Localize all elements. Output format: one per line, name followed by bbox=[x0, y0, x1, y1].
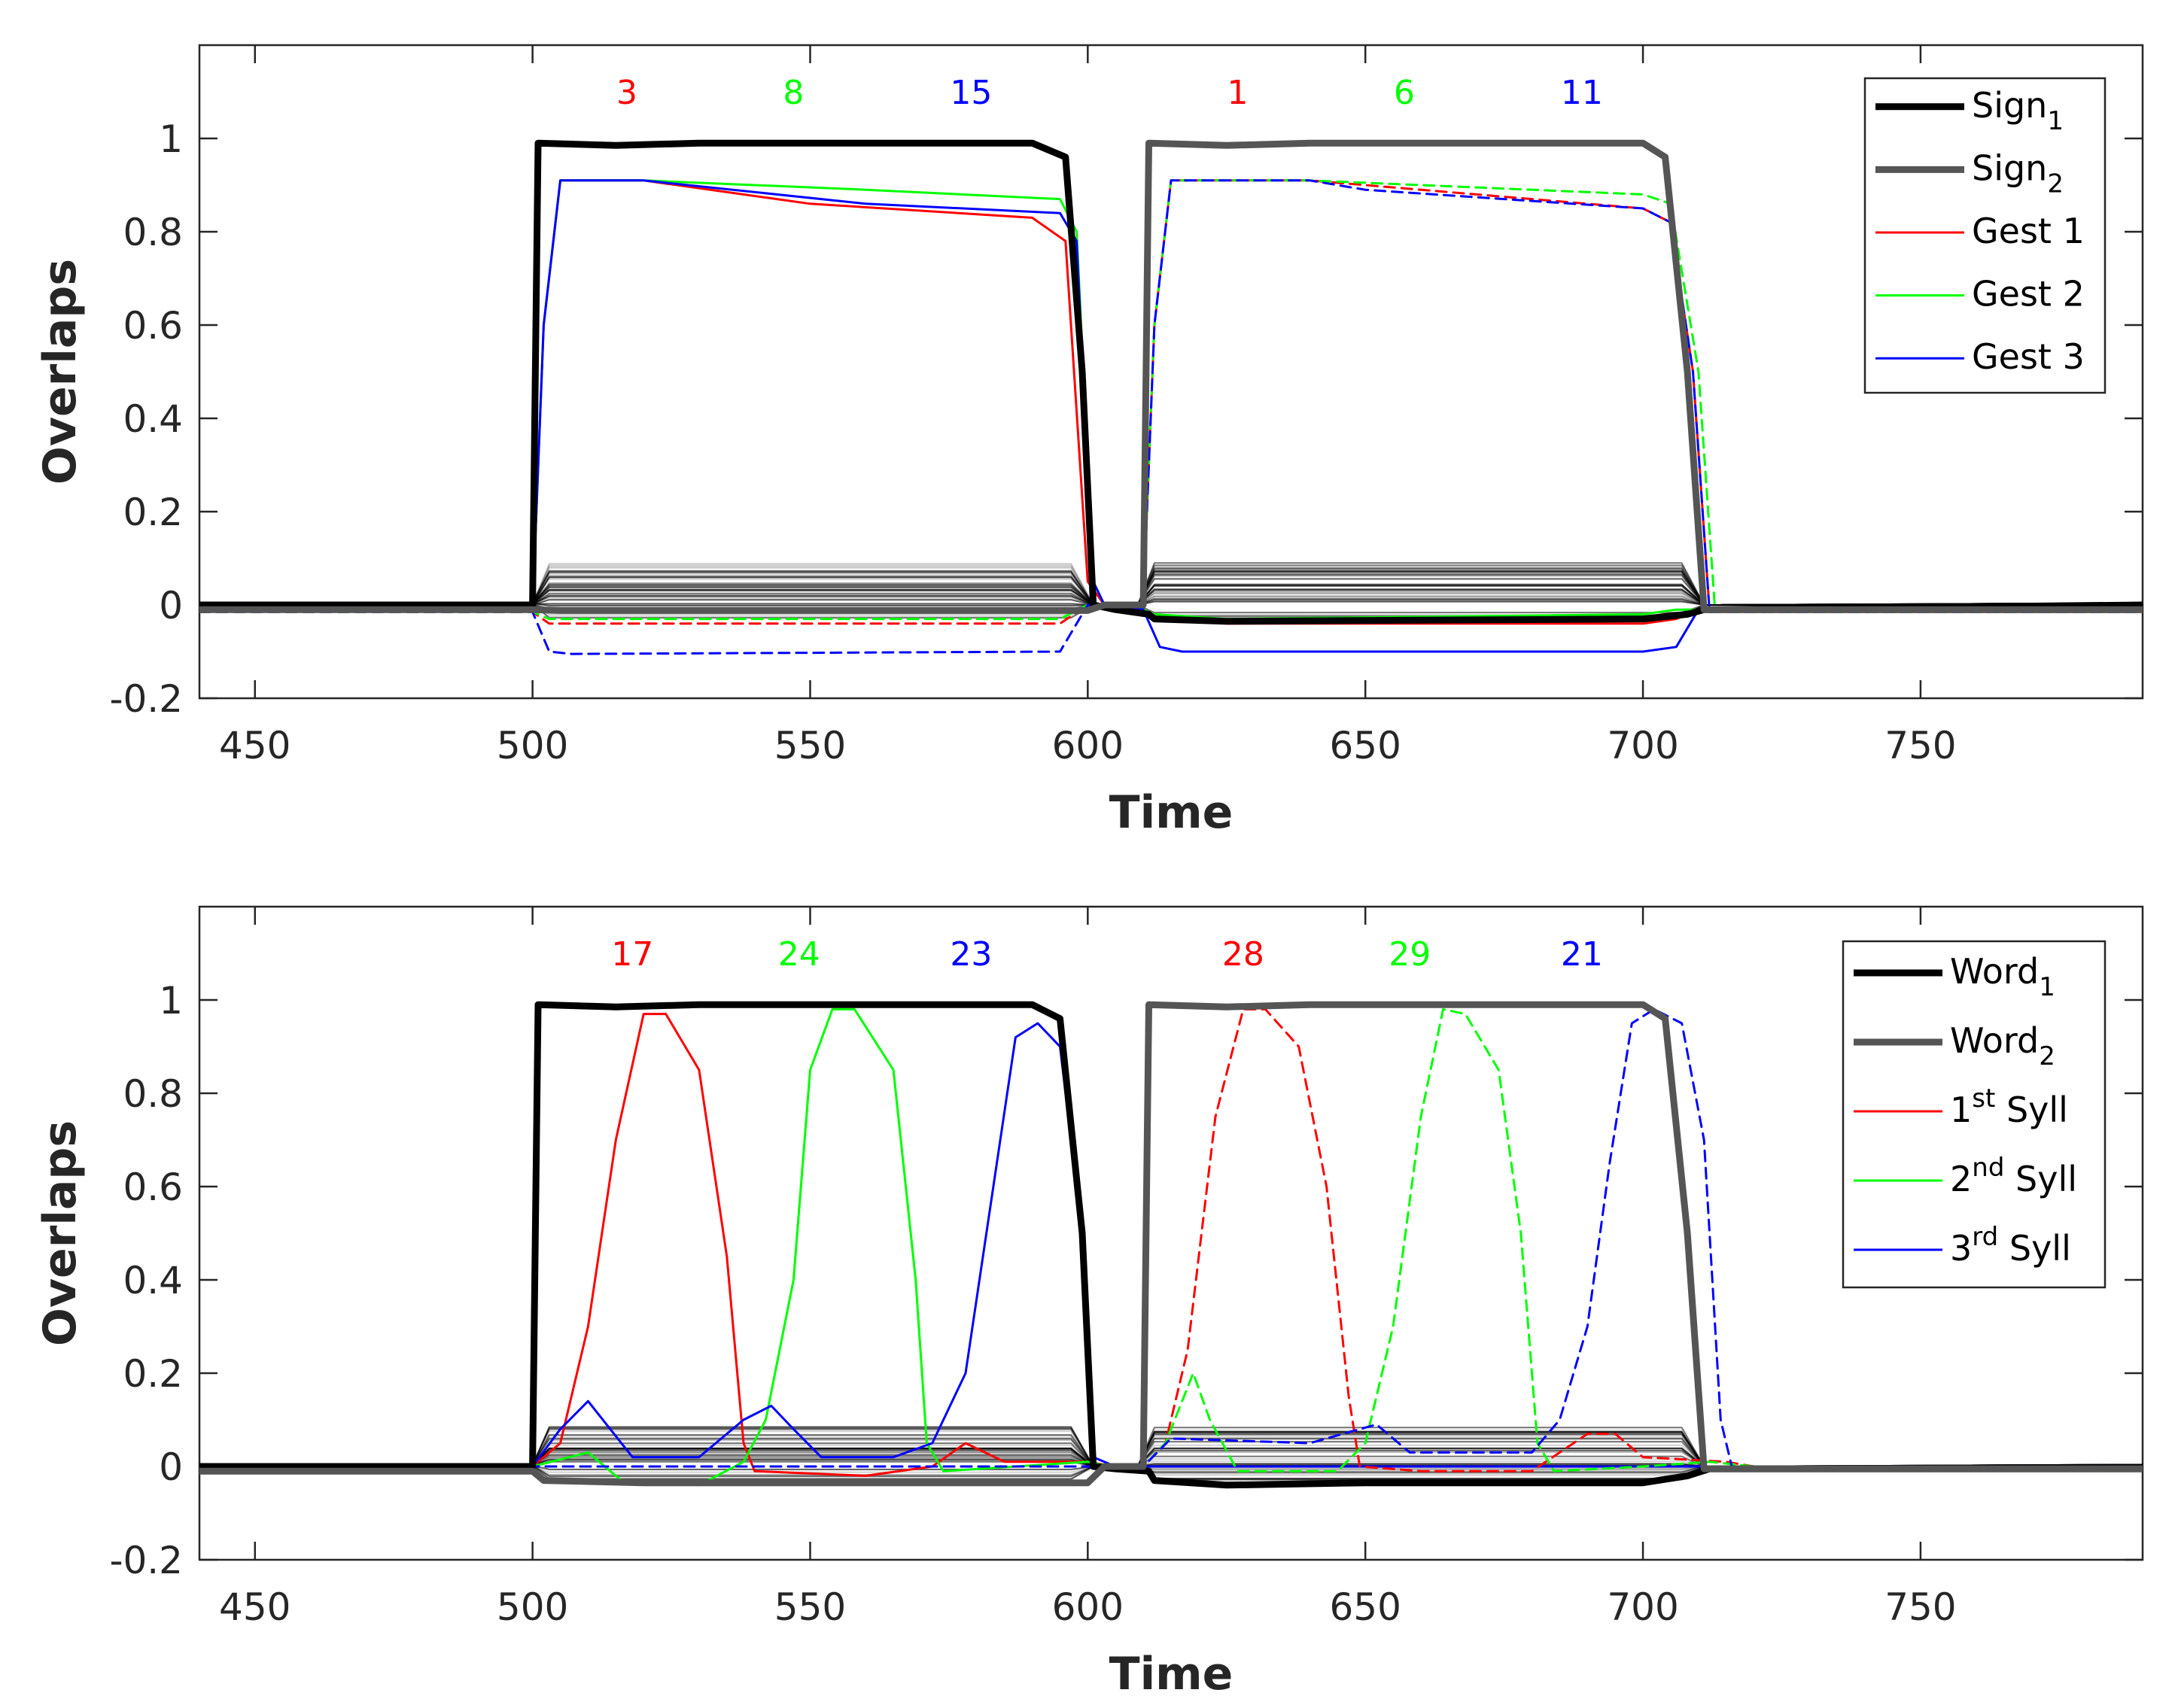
y-tick-label: 1 bbox=[159, 117, 183, 161]
y-axis-label: Overlaps bbox=[34, 1120, 87, 1346]
x-tick-label: 550 bbox=[774, 724, 846, 767]
top-panel: 450 500 550 600 650 700 750 -0.2 0 0.2 0.4 0.6 0.8 1 T… bbox=[34, 44, 2144, 839]
series-line bbox=[199, 1001, 2143, 1487]
series-line bbox=[199, 139, 2143, 614]
x-tick-label: 450 bbox=[219, 724, 291, 767]
legend-entry: 2nd Syll bbox=[1950, 1153, 2077, 1199]
peak-count-label: 29 bbox=[1389, 935, 1431, 974]
x-tick-label: 700 bbox=[1607, 1585, 1678, 1629]
legend-entry: 3rd Syll bbox=[1950, 1222, 2071, 1269]
peak-count-label: 11 bbox=[1561, 74, 1603, 112]
y-tick-label: 0 bbox=[159, 1445, 183, 1489]
series-group bbox=[199, 139, 2143, 655]
legend: Word1 Word2 1st Syll 2nd Syll 3rd Syll bbox=[1842, 940, 2107, 1289]
y-tick-label: 1 bbox=[159, 979, 183, 1023]
x-tick-label: 600 bbox=[1052, 724, 1124, 767]
legend-entry: Gest 2 bbox=[1972, 274, 2085, 315]
series-line bbox=[199, 1013, 2143, 1477]
peak-count-label: 15 bbox=[950, 74, 992, 112]
x-tick-label: 550 bbox=[774, 1585, 846, 1629]
y-tick-label: 0.4 bbox=[123, 397, 183, 441]
peak-count-label: 1 bbox=[1227, 74, 1249, 112]
y-tick-label: 0.8 bbox=[123, 1072, 183, 1116]
bottom-panel: 450 500 550 600 650 700 750 -0.2 0 0.2 0.4 0.6 0.8 1 T… bbox=[34, 905, 2144, 1700]
legend-entry: 1st Syll bbox=[1950, 1083, 2068, 1130]
y-tick-label: 0.4 bbox=[123, 1259, 183, 1302]
peak-count-label: 28 bbox=[1222, 935, 1264, 974]
x-tick-label: 650 bbox=[1329, 1585, 1401, 1629]
peak-count-label: 3 bbox=[616, 74, 637, 112]
x-tick-label: 500 bbox=[497, 724, 568, 767]
x-axis-label: Time bbox=[1109, 1648, 1233, 1700]
peak-count-label: 6 bbox=[1394, 74, 1415, 112]
legend-entry: Gest 1 bbox=[1972, 211, 2085, 251]
legend: Sign1 Sign2 Gest 1 Gest 2 Gest 3 bbox=[1863, 77, 2107, 394]
legend-entry: Sign1 bbox=[1972, 85, 2064, 136]
legend-entry: Word1 bbox=[1950, 951, 2055, 1002]
series-line bbox=[199, 139, 2143, 625]
x-tick-label: 500 bbox=[497, 1585, 568, 1629]
x-tick-label: 450 bbox=[219, 1585, 291, 1629]
y-tick-label: 0 bbox=[159, 584, 183, 628]
x-tick-label: 750 bbox=[1884, 724, 1956, 767]
y-tick-label: -0.2 bbox=[109, 1539, 183, 1582]
peak-count-label: 24 bbox=[778, 935, 820, 974]
peak-count-label: 23 bbox=[950, 935, 992, 974]
x-axis-label: Time bbox=[1109, 786, 1233, 839]
y-tick-label: -0.2 bbox=[109, 677, 183, 721]
peak-count-label: 21 bbox=[1561, 935, 1603, 974]
x-tick-label: 600 bbox=[1052, 1585, 1124, 1629]
x-tick-label: 650 bbox=[1329, 724, 1401, 767]
y-tick-label: 0.6 bbox=[123, 304, 183, 348]
series-line bbox=[199, 1007, 2143, 1487]
y-tick-label: 0.2 bbox=[123, 491, 183, 534]
legend-entry: Gest 3 bbox=[1972, 336, 2085, 377]
y-axis-label: Overlaps bbox=[34, 259, 87, 485]
y-tick-label: 0.8 bbox=[123, 211, 183, 254]
x-tick-label: 750 bbox=[1884, 1585, 1956, 1629]
series-group bbox=[199, 1001, 2143, 1489]
legend-entry: Word2 bbox=[1950, 1020, 2055, 1071]
peak-count-label: 8 bbox=[783, 74, 804, 112]
x-tick-label: 700 bbox=[1607, 724, 1678, 767]
legend-entry: Sign2 bbox=[1972, 147, 2064, 199]
series-line bbox=[199, 179, 2143, 655]
y-tick-label: 0.2 bbox=[123, 1352, 183, 1396]
y-tick-label: 0.6 bbox=[123, 1166, 183, 1209]
peak-count-label: 17 bbox=[611, 935, 653, 974]
